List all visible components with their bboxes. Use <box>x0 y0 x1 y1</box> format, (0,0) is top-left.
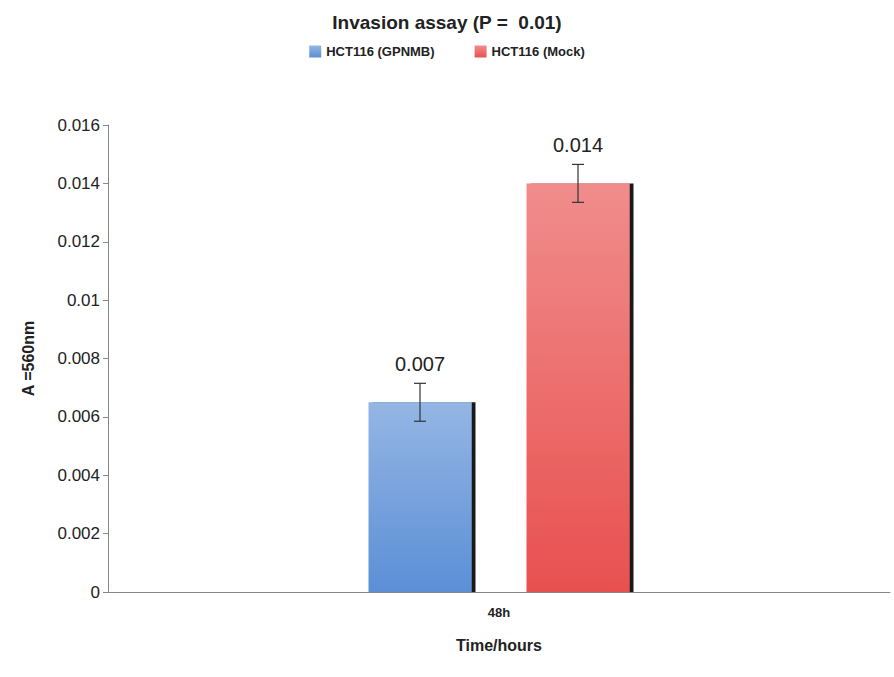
svg-text:HCT116 (GPNMB): HCT116 (GPNMB) <box>326 44 434 59</box>
svg-text:0.007: 0.007 <box>395 353 445 375</box>
svg-text:0: 0 <box>91 583 100 602</box>
svg-text:0.014: 0.014 <box>553 134 603 156</box>
svg-text:0.01: 0.01 <box>67 291 100 310</box>
svg-text:48h: 48h <box>488 605 510 620</box>
svg-text:0.012: 0.012 <box>57 232 100 251</box>
svg-text:0.016: 0.016 <box>57 116 100 135</box>
svg-text:Invasion assay (P = 0.01): Invasion assay (P = 0.01) <box>332 12 561 33</box>
svg-text:0.002: 0.002 <box>57 524 100 543</box>
svg-text:0.014: 0.014 <box>57 174 100 193</box>
svg-text:0.004: 0.004 <box>57 466 100 485</box>
svg-text:Time/hours: Time/hours <box>456 637 542 654</box>
svg-text:A =560nm: A =560nm <box>20 321 37 396</box>
svg-text:HCT116 (Mock): HCT116 (Mock) <box>492 44 585 59</box>
svg-text:0.008: 0.008 <box>57 349 100 368</box>
svg-text:0.006: 0.006 <box>57 407 100 426</box>
